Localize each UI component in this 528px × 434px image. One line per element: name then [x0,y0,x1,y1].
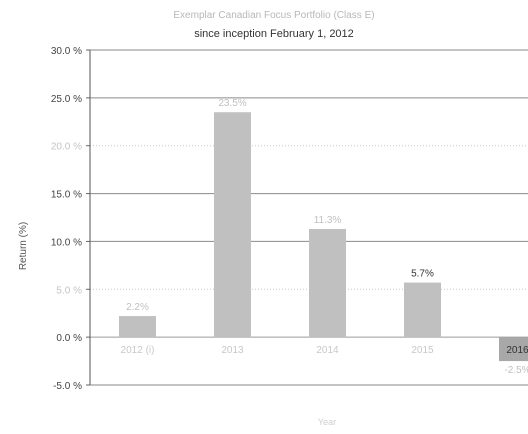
y-tick-label: 30.0 % [51,46,82,57]
bar [214,112,251,338]
data-label: 2.2% [126,302,149,313]
y-tick-label: 0.0 % [56,333,82,344]
bar [119,316,156,338]
bar [499,337,528,362]
y-tick-label: 10.0 % [51,237,82,248]
chart-subtitle: since inception February 1, 2012 [194,28,354,40]
x-tick-label: 2016 [506,345,528,356]
y-tick-label: 15.0 % [51,190,82,201]
y-tick-label: -5.0 % [53,381,82,392]
x-tick-label: 2013 [221,345,244,356]
x-tick-label: 2012 (i) [121,345,155,356]
y-tick-label: 25.0 % [51,94,82,105]
x-axis-title: Year [318,417,336,427]
bar [309,228,346,338]
chart-title: Exemplar Canadian Focus Portfolio (Class… [173,10,374,21]
data-label: 11.3% [314,215,342,226]
y-tick-label: 20.0 % [51,142,82,153]
plot-area: 30.0 % 25.0 % 20.0 % 15.0 % 10.0 % 5.0 % 0.0 %… [51,46,528,392]
data-label: 23.5% [218,98,246,109]
x-tick-label: 2015 [411,345,434,356]
bar [404,282,441,338]
y-tick-label: 5.0 % [56,285,82,296]
x-tick-label: 2014 [316,345,339,356]
data-label: 5.7% [411,269,434,280]
data-label: -2.5% [504,365,528,376]
y-axis-title: Return (%) [18,222,29,270]
